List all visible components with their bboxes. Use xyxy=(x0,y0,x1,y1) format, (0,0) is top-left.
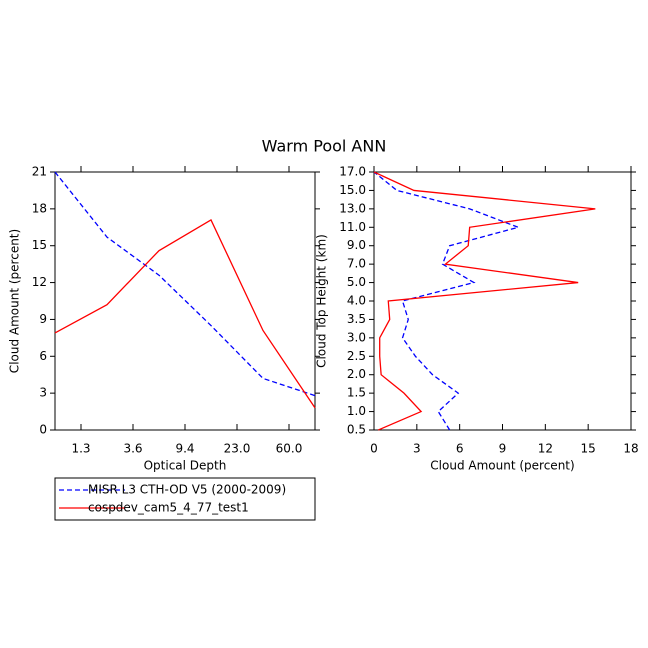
y-tick-label: 5.0 xyxy=(347,275,366,289)
y-tick-label: 21 xyxy=(32,165,47,179)
x-tick-label: 3.6 xyxy=(123,442,142,456)
figure-title: Warm Pool ANN xyxy=(262,137,387,156)
x-axis-label: Cloud Amount (percent) xyxy=(430,459,574,473)
series-line xyxy=(373,171,596,431)
x-tick-label: 3 xyxy=(413,442,421,456)
x-tick-label: 1.3 xyxy=(71,442,90,456)
y-tick-label: 1.5 xyxy=(347,386,366,400)
y-tick-label: 0 xyxy=(39,423,47,437)
y-tick-label: 13.0 xyxy=(339,201,366,215)
x-tick-label: 9 xyxy=(499,442,507,456)
y-tick-label: 9 xyxy=(39,312,47,326)
legend-box xyxy=(54,477,316,521)
legend-label: cospdev_cam5_4_77_test1 xyxy=(88,501,249,515)
x-tick-label: 15 xyxy=(581,442,596,456)
x-axis-label: Optical Depth xyxy=(144,459,227,473)
y-tick-label: 1.0 xyxy=(347,404,366,418)
y-tick-label: 11.0 xyxy=(339,220,366,234)
y-tick-label: 6 xyxy=(39,349,47,363)
y-tick-label: 0.5 xyxy=(347,423,366,437)
x-tick-label: 12 xyxy=(538,442,553,456)
y-tick-label: 17.0 xyxy=(339,165,366,179)
y-tick-label: 3 xyxy=(39,386,47,400)
y-tick-label: 2.0 xyxy=(347,367,366,381)
x-tick-label: 0 xyxy=(370,442,378,456)
x-tick-label: 18 xyxy=(623,442,638,456)
y-tick-label: 7.0 xyxy=(347,257,366,271)
y-axis-label: Cloud Top Height (km) xyxy=(315,234,329,368)
x-tick-label: 9.4 xyxy=(175,442,194,456)
y-tick-label: 9.0 xyxy=(347,238,366,252)
y-tick-label: 3.5 xyxy=(347,312,366,326)
x-tick-label: 6 xyxy=(456,442,464,456)
series-line xyxy=(373,171,521,431)
y-tick-label: 2.5 xyxy=(347,349,366,363)
y-tick-label: 18 xyxy=(32,201,47,215)
y-tick-label: 15 xyxy=(32,238,47,252)
y-tick-label: 3.0 xyxy=(347,330,366,344)
x-tick-label: 23.0 xyxy=(224,442,251,456)
y-tick-label: 15.0 xyxy=(339,183,366,197)
series-line xyxy=(54,218,316,409)
legend-label: MISR L3 CTH-OD V5 (2000-2009) xyxy=(88,483,286,497)
y-tick-label: 12 xyxy=(32,275,47,289)
y-axis-label: Cloud Amount (percent) xyxy=(8,229,22,373)
y-tick-label: 4.0 xyxy=(347,294,366,308)
x-tick-label: 60.0 xyxy=(276,442,303,456)
